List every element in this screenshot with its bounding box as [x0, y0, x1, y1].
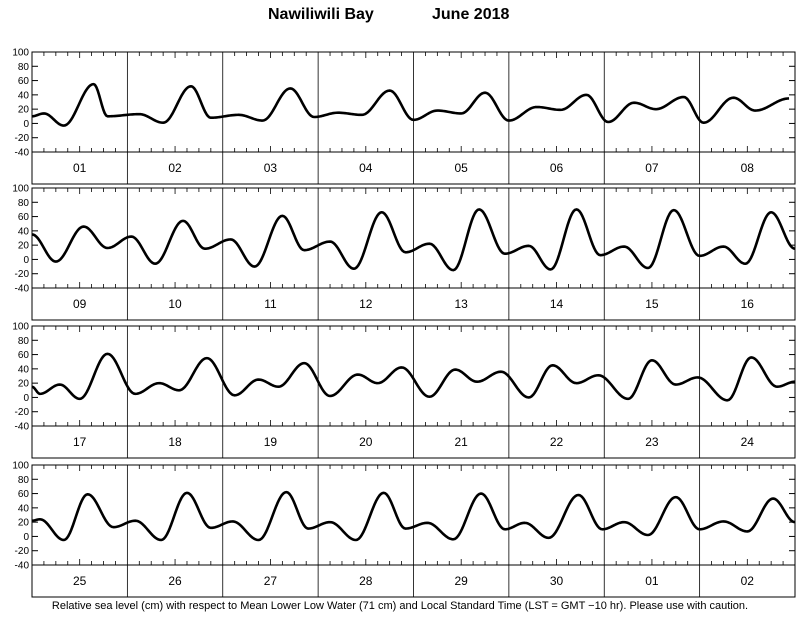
y-tick-label: 80	[18, 475, 30, 486]
chart-title: Nawiliwili Bay June 2018	[0, 6, 800, 28]
day-label: 30	[550, 574, 564, 588]
chart-panel: -40 -20 0 20 40 60 80 100 25 26 27 28 29 30 01 02	[12, 461, 796, 598]
day-label: 09	[73, 297, 87, 311]
day-label: 04	[359, 161, 373, 175]
day-label: 16	[741, 297, 755, 311]
y-tick-label: 100	[12, 48, 29, 59]
y-tick-label: 0	[23, 532, 29, 543]
chart-panel: -40 -20 0 20 40 60 80 100 09 10 11 12 13 14 15 16	[12, 184, 796, 321]
y-tick-label: 0	[23, 393, 29, 404]
day-label: 03	[264, 161, 278, 175]
y-tick-label: -20	[15, 269, 30, 280]
y-tick-label: -20	[15, 133, 30, 144]
y-tick-label: 40	[18, 226, 30, 237]
day-label: 17	[73, 435, 87, 449]
day-label: 13	[455, 297, 469, 311]
y-tick-label: 40	[18, 90, 30, 101]
day-label: 11	[264, 297, 277, 311]
location-title: Nawiliwili Bay	[268, 6, 374, 23]
day-label: 05	[455, 161, 469, 175]
day-label: 01	[73, 161, 87, 175]
day-label: 21	[455, 435, 469, 449]
y-tick-label: 0	[23, 119, 29, 130]
y-tick-label: 100	[12, 322, 29, 333]
day-label: 28	[359, 574, 373, 588]
day-label: 08	[741, 161, 755, 175]
y-tick-label: 20	[18, 241, 30, 252]
day-label: 20	[359, 435, 373, 449]
day-label: 10	[168, 297, 182, 311]
day-label: 06	[550, 161, 564, 175]
tide-curve	[31, 490, 796, 542]
y-tick-label: -20	[15, 546, 30, 557]
day-label: 14	[550, 297, 564, 311]
y-tick-label: 100	[12, 461, 29, 472]
tide-curve	[31, 208, 796, 272]
tide-curve	[31, 82, 790, 127]
y-tick-label: 0	[23, 255, 29, 266]
day-label: 23	[645, 435, 659, 449]
day-label: 24	[741, 435, 755, 449]
y-tick-label: 80	[18, 336, 30, 347]
y-tick-label: 60	[18, 350, 30, 361]
y-tick-label: 60	[18, 489, 30, 500]
y-tick-label: 60	[18, 76, 30, 87]
day-label: 27	[264, 574, 278, 588]
y-tick-label: 60	[18, 212, 30, 223]
y-tick-label: 40	[18, 503, 30, 514]
day-label: 12	[359, 297, 373, 311]
y-tick-label: -40	[15, 284, 30, 295]
day-label: 07	[645, 161, 659, 175]
y-tick-label: 40	[18, 364, 30, 375]
month-year-title: June 2018	[432, 6, 510, 23]
y-tick-label: -20	[15, 407, 30, 418]
chart-panel: -40 -20 0 20 40 60 80 100 17 18 19 20 21 22 23 24	[12, 322, 796, 459]
y-tick-label: 80	[18, 62, 30, 73]
footer-note: Relative sea level (cm) with respect to …	[51, 600, 749, 612]
day-label: 19	[264, 435, 278, 449]
day-label: 02	[168, 161, 182, 175]
day-label: 29	[455, 574, 469, 588]
chart-panel: -40 -20 0 20 40 60 80 100 01 02 03 04 05 06 07 08	[12, 48, 796, 185]
y-tick-label: -40	[15, 148, 30, 159]
y-tick-label: 20	[18, 379, 30, 390]
y-tick-label: 80	[18, 198, 30, 209]
day-label: 26	[168, 574, 182, 588]
tide-curve	[31, 352, 796, 402]
y-tick-label: 20	[18, 518, 30, 529]
day-label: 01	[645, 574, 659, 588]
y-tick-label: -40	[15, 561, 30, 572]
day-label: 02	[741, 574, 755, 588]
y-tick-label: 100	[12, 184, 29, 195]
y-tick-label: 20	[18, 105, 30, 116]
day-label: 15	[645, 297, 659, 311]
y-tick-label: -40	[15, 422, 30, 433]
day-label: 18	[168, 435, 182, 449]
day-label: 25	[73, 574, 87, 588]
day-label: 22	[550, 435, 564, 449]
